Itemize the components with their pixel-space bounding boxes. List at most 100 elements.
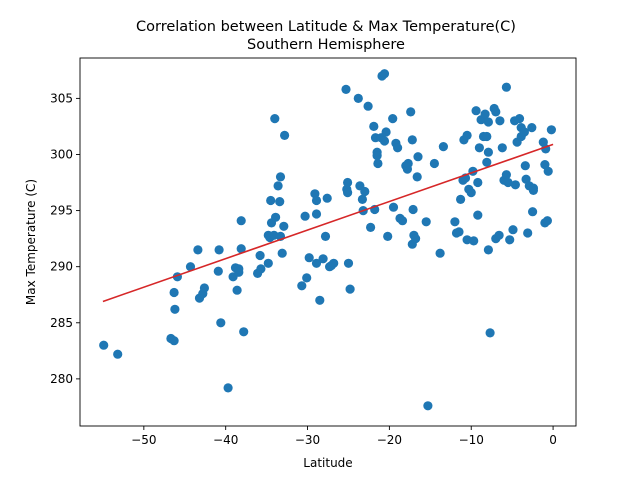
data-point (388, 202, 399, 212)
data-point (369, 121, 379, 131)
regression-line (102, 143, 554, 303)
data-point (543, 166, 553, 176)
data-point (435, 248, 445, 258)
data-point (473, 210, 483, 220)
data-point (501, 82, 511, 92)
data-point (345, 284, 355, 294)
axes-frame (79, 57, 577, 427)
data-point (388, 114, 398, 124)
data-point (320, 231, 331, 241)
data-point (343, 188, 353, 198)
data-point (520, 161, 530, 171)
data-point (113, 349, 123, 359)
data-point (542, 216, 553, 226)
data-point (379, 136, 390, 146)
data-point (528, 183, 539, 193)
data-point (300, 211, 310, 221)
data-point (407, 135, 417, 145)
data-point (466, 188, 476, 198)
data-point (343, 258, 354, 268)
data-point (485, 328, 495, 338)
y-tick-label: 305 (50, 91, 73, 105)
data-point (483, 117, 493, 127)
plot-area: −50 −40 −30 −20 −10 0 280 285 290 295 300 305 (50, 57, 577, 447)
data-point (318, 254, 328, 264)
data-point (408, 204, 418, 215)
data-point (99, 340, 109, 350)
data-point (170, 304, 180, 314)
data-point (232, 285, 242, 295)
data-point (169, 287, 179, 298)
data-point (199, 283, 209, 293)
x-tick-label: −50 (131, 433, 156, 447)
data-point (311, 258, 322, 268)
data-point (311, 195, 322, 206)
data-point (239, 327, 249, 337)
data-point (360, 186, 370, 197)
data-point (508, 225, 518, 235)
data-point (280, 130, 290, 140)
y-tick-label: 285 (50, 316, 73, 330)
data-point (169, 336, 179, 346)
data-point (423, 401, 433, 411)
data-point (304, 253, 314, 263)
data-point (223, 383, 233, 393)
data-point (263, 258, 273, 268)
data-point (214, 245, 224, 255)
data-point (480, 109, 490, 119)
data-point (438, 142, 448, 152)
data-point (271, 212, 281, 222)
data-point (462, 130, 472, 140)
data-point (528, 207, 538, 217)
data-point (454, 227, 464, 237)
data-point (483, 245, 493, 255)
data-point (366, 222, 376, 232)
data-point (523, 228, 533, 238)
data-point (406, 107, 416, 117)
chart-title: Correlation between Latitude & Max Tempe… (136, 19, 516, 35)
data-point (403, 158, 413, 169)
data-point (501, 170, 511, 180)
data-point (255, 250, 265, 261)
y-tick-label: 300 (50, 147, 73, 161)
x-tick-label: −40 (213, 433, 238, 447)
data-point (315, 295, 325, 305)
data-point (411, 234, 421, 244)
data-point (373, 158, 383, 169)
data-point (397, 216, 408, 226)
data-point (275, 172, 286, 182)
data-point (273, 181, 283, 191)
data-point (474, 143, 484, 153)
data-point (216, 318, 226, 328)
data-point (413, 152, 423, 162)
data-point (503, 177, 513, 188)
data-point (494, 230, 504, 240)
y-tick-label: 295 (50, 204, 73, 218)
data-point (363, 101, 373, 111)
data-point (510, 180, 520, 190)
data-point (193, 245, 203, 255)
data-point (421, 217, 431, 227)
data-point (379, 69, 390, 79)
data-point (471, 106, 481, 116)
data-point (341, 84, 351, 94)
data-point (381, 127, 391, 137)
data-point (322, 193, 332, 203)
data-point (311, 209, 322, 219)
data-point (302, 273, 312, 283)
data-point (483, 147, 493, 157)
data-point (546, 125, 557, 135)
x-axis-label: Latitude (303, 456, 352, 470)
data-point (270, 114, 280, 124)
data-point (482, 157, 492, 167)
x-tick-label: −30 (295, 433, 320, 447)
data-point (497, 143, 507, 153)
data-point (275, 197, 285, 207)
data-point (514, 114, 525, 124)
data-point (383, 231, 393, 241)
chart-subtitle: Southern Hemisphere (247, 37, 405, 53)
data-point (213, 266, 223, 276)
data-point (505, 235, 515, 245)
data-point (236, 244, 246, 254)
